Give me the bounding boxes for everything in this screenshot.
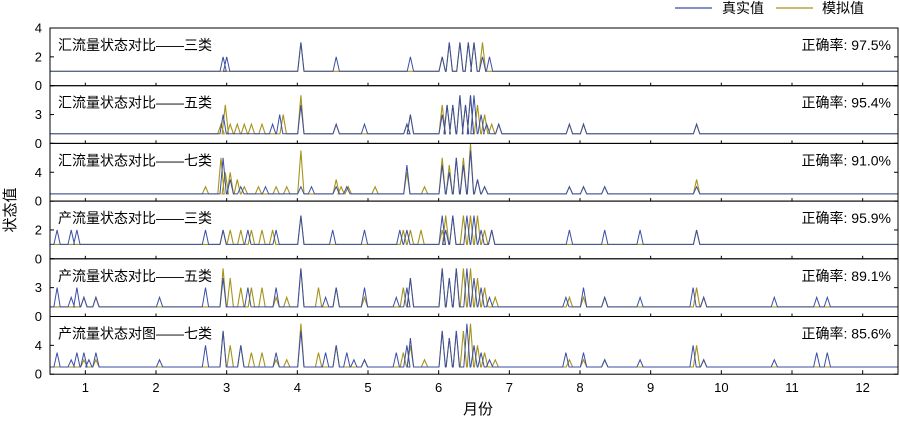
y-tick-label: 0 (35, 194, 42, 209)
x-tick-label: 3 (223, 380, 230, 395)
x-tick-label: 1 (82, 380, 89, 395)
panel-accuracy: 正确率: 95.4% (802, 95, 891, 111)
x-tick-label: 2 (152, 380, 159, 395)
x-tick-label: 10 (714, 380, 728, 395)
x-tick-label: 9 (647, 380, 654, 395)
y-tick-label: 0 (35, 309, 42, 324)
y-tick-label: 2 (35, 49, 42, 64)
x-axis-label: 月份 (463, 401, 493, 418)
y-axis-label: 状态值 (2, 187, 19, 232)
legend: 真实值 模拟值 (675, 0, 864, 16)
panel-title: 汇流量状态对比——五类 (58, 95, 212, 111)
series-real-line (50, 150, 898, 195)
y-tick-label: 0 (35, 251, 42, 266)
panel-title: 汇流量状态对比——三类 (58, 37, 212, 53)
x-tick-label: 6 (435, 380, 442, 395)
panel-6: 0 4 产流量状态对图——七类 正确率: 85.6% (35, 316, 899, 382)
panel-title: 汇流量状态对比——七类 (58, 152, 212, 168)
x-tick-label: 12 (855, 380, 869, 395)
panel-title: 产流量状态对比——三类 (58, 210, 212, 226)
panel-accuracy: 正确率: 89.1% (802, 268, 891, 284)
series-sim-line (50, 143, 898, 195)
legend-sim-label: 模拟值 (822, 0, 864, 16)
legend-real-label: 真实值 (722, 0, 764, 16)
panel-accuracy: 正确率: 97.5% (802, 37, 891, 53)
y-tick-label: 3 (35, 280, 42, 295)
series-real-line (50, 215, 898, 245)
y-tick-label: 4 (35, 21, 42, 36)
x-tick-label: 5 (364, 380, 371, 395)
panel-1: 0 2 4 汇流量状态对比——三类 正确率: 97.5% (35, 21, 899, 93)
series-sim-line (50, 215, 898, 245)
x-axis-ticks: 1 2 3 4 5 6 7 8 9 10 11 12 (82, 82, 870, 395)
y-tick-label: 4 (35, 338, 42, 353)
panel-accuracy: 正确率: 91.0% (802, 152, 891, 168)
x-tick-label: 4 (294, 380, 301, 395)
series-real-line (50, 95, 898, 135)
series-real-line (50, 268, 898, 308)
y-tick-label: 4 (35, 165, 42, 180)
panel-title: 产流量状态对图——七类 (58, 326, 212, 342)
panel-4: 0 2 产流量状态对比——三类 正确率: 95.9% (35, 200, 899, 266)
panel-accuracy: 正确率: 95.9% (802, 210, 891, 226)
y-tick-label: 0 (35, 367, 42, 382)
panel-3: 0 4 汇流量状态对比——七类 正确率: 91.0% (35, 142, 899, 209)
panel-title: 产流量状态对比——五类 (58, 268, 212, 284)
series-real-line (50, 42, 898, 72)
x-tick-label: 7 (506, 380, 513, 395)
y-tick-label: 0 (35, 136, 42, 151)
y-tick-label: 3 (35, 107, 42, 122)
panel-2: 0 3 汇流量状态对比——五类 正确率: 95.4% (35, 85, 899, 151)
x-tick-label: 11 (785, 380, 799, 395)
y-tick-label: 2 (35, 223, 42, 238)
x-tick-label: 8 (576, 380, 583, 395)
panel-accuracy: 正确率: 85.6% (802, 326, 891, 342)
panel-5: 0 3 产流量状态对比——五类 正确率: 89.1% (35, 258, 899, 324)
y-tick-label: 0 (35, 78, 42, 93)
series-real-line (50, 323, 898, 368)
